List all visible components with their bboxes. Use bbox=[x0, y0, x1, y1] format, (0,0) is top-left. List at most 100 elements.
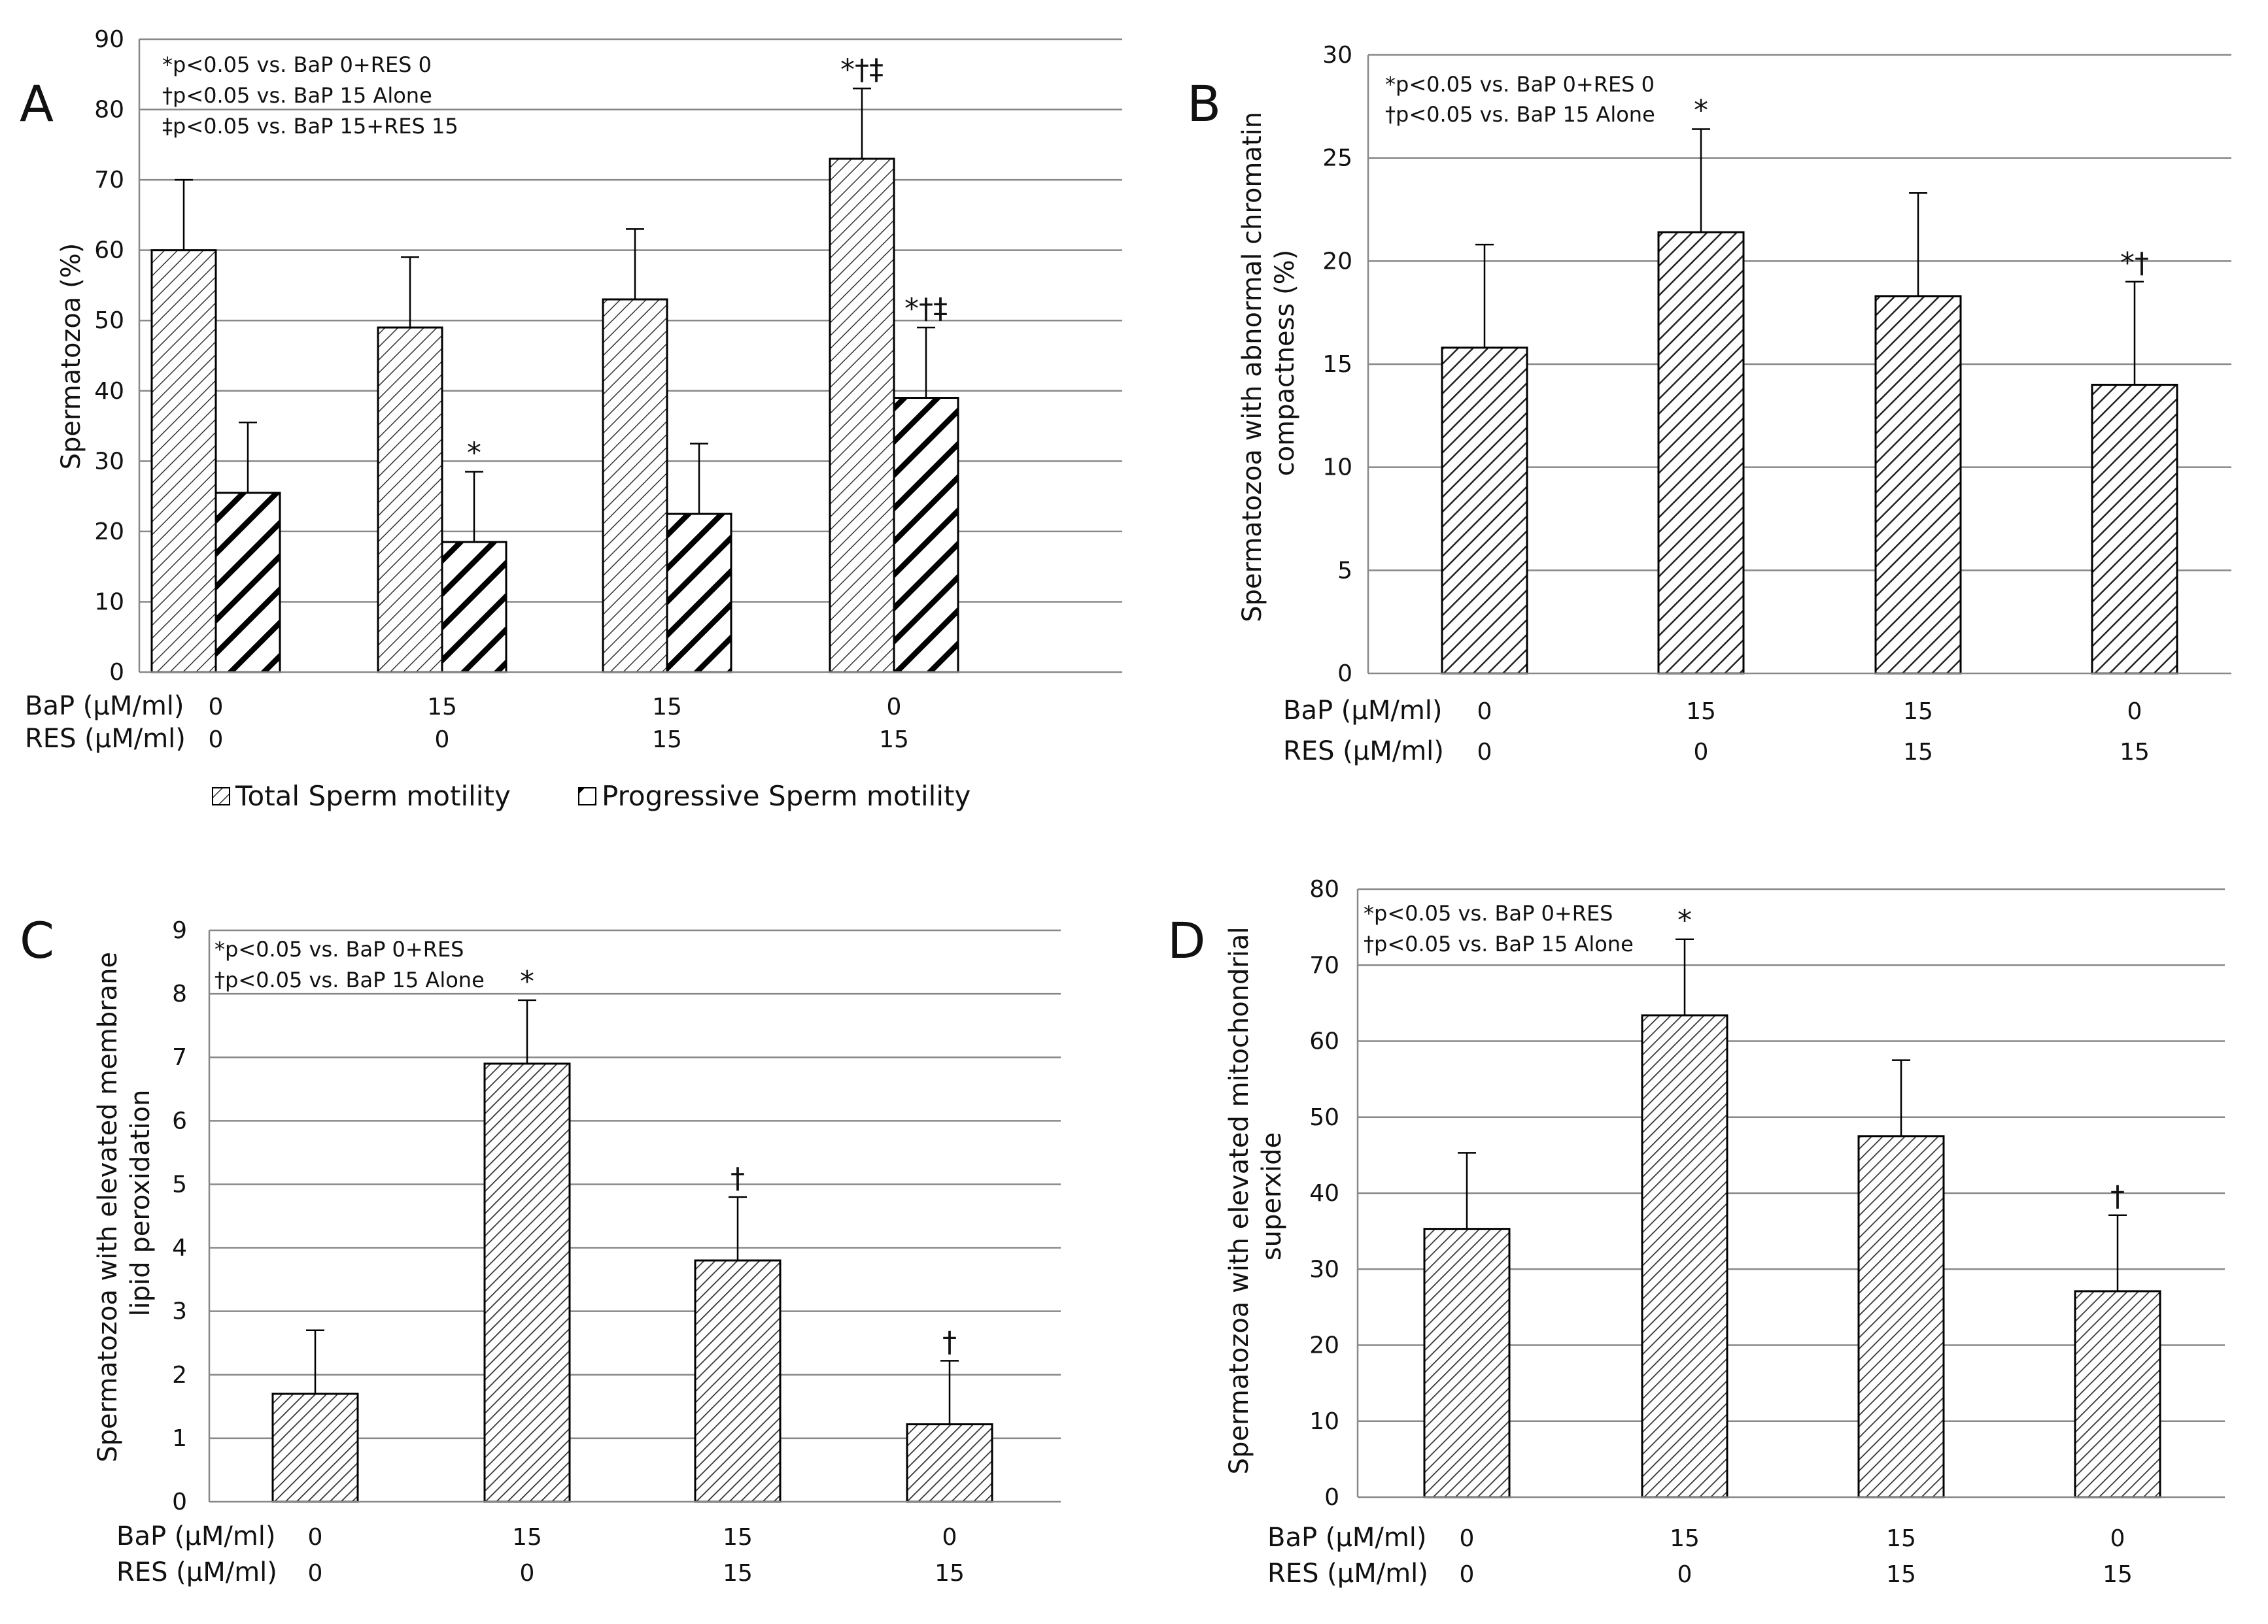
res-row-label: RES (μM/ml) bbox=[1283, 736, 1444, 766]
bap-value: 0 bbox=[2127, 698, 2142, 725]
res-value: 0 bbox=[435, 726, 450, 753]
annotation-line-2: †p<0.05 vs. BaP 15 Alone bbox=[162, 83, 432, 108]
error-bars bbox=[175, 88, 935, 543]
bap-value: 0 bbox=[308, 1524, 323, 1551]
legend-label-total: Total Sperm motility bbox=[235, 780, 511, 812]
legend: Total Sperm motility Progressive Sperm m… bbox=[212, 780, 971, 812]
y-axis-label-line-1: Spermatozoa with elevated membrane bbox=[93, 952, 123, 1463]
bap-value: 15 bbox=[1903, 698, 1933, 725]
bap-row-label: BaP (μM/ml) bbox=[1283, 696, 1443, 726]
y-tick-label: 2 bbox=[172, 1362, 187, 1389]
significance-mark: * bbox=[1694, 94, 1708, 127]
y-tick-labels: 0 10 20 30 40 50 60 70 80 bbox=[1309, 876, 1339, 1511]
y-tick-label: 20 bbox=[1309, 1332, 1339, 1359]
y-tick-label: 50 bbox=[94, 307, 124, 334]
y-tick-label: 25 bbox=[1322, 145, 1352, 172]
significance-mark: † bbox=[730, 1162, 745, 1195]
y-tick-label: 90 bbox=[94, 26, 124, 53]
significance-mark: * bbox=[520, 965, 534, 998]
error-bars bbox=[1458, 938, 2127, 1291]
bap-value: 15 bbox=[427, 694, 457, 720]
bap-value: 0 bbox=[209, 694, 224, 720]
y-tick-labels: 0 5 10 15 20 25 30 bbox=[1322, 42, 1352, 687]
y-tick-label: 80 bbox=[1309, 876, 1339, 903]
significance-mark: * bbox=[467, 436, 481, 469]
significance-marks: * † † bbox=[520, 965, 957, 1359]
bar bbox=[906, 1423, 993, 1503]
bap-row-label: BaP (μM/ml) bbox=[1267, 1523, 1427, 1553]
y-tick-label: 20 bbox=[1322, 248, 1352, 275]
panel-letter-c: C bbox=[20, 911, 54, 970]
annotation-box: *p<0.05 vs. BaP 0+RES 0 †p<0.05 vs. BaP … bbox=[1385, 72, 1655, 127]
res-value: 0 bbox=[1694, 739, 1709, 766]
panel-b: B * *† 0 5 10 15 20 25 30 BaP (μM/ml) RES (μM/m… bbox=[1187, 42, 2231, 766]
y-tick-label: 10 bbox=[94, 588, 124, 615]
annotation-line-1: *p<0.05 vs. BaP 0+RES bbox=[1364, 901, 1613, 926]
bars bbox=[1423, 1014, 2161, 1498]
bar bbox=[829, 158, 895, 673]
y-axis-label-line-2: superxide bbox=[1257, 1132, 1287, 1260]
y-tick-label: 20 bbox=[94, 518, 124, 545]
res-value: 0 bbox=[1460, 1561, 1475, 1588]
x-category-labels: BaP (μM/ml) RES (μM/ml) 0 0 15 0 15 15 0 15 bbox=[1267, 1523, 2133, 1589]
bar bbox=[2091, 384, 2178, 675]
annotation-line-1: *p<0.05 vs. BaP 0+RES 0 bbox=[1385, 72, 1655, 97]
annotation-box: *p<0.05 vs. BaP 0+RES †p<0.05 vs. BaP 15… bbox=[215, 937, 485, 992]
annotation-box: *p<0.05 vs. BaP 0+RES †p<0.05 vs. BaP 15… bbox=[1364, 901, 1634, 956]
panel-c: C * † † 0 1 2 3 4 5 6 7 8 9 BaP (μM/ml) RES (μM/ml)… bbox=[20, 911, 1061, 1587]
y-tick-label: 30 bbox=[1309, 1256, 1339, 1283]
res-value: 15 bbox=[2120, 739, 2150, 766]
bar bbox=[271, 1393, 359, 1503]
res-row-label: RES (μM/ml) bbox=[116, 1557, 277, 1587]
bap-value: 0 bbox=[942, 1524, 957, 1551]
y-axis-label: Spermatozoa with elevated mitochondrial … bbox=[1224, 919, 1287, 1475]
bar bbox=[215, 492, 281, 673]
panel-letter-a: A bbox=[20, 75, 54, 133]
annotation-line-3: ‡p<0.05 vs. BaP 15+RES 15 bbox=[162, 114, 458, 139]
bar bbox=[1874, 295, 1962, 675]
error-bars bbox=[306, 999, 959, 1425]
error-bars bbox=[1475, 128, 2144, 385]
y-tick-label: 5 bbox=[1337, 557, 1352, 584]
bar bbox=[694, 1259, 782, 1503]
significance-mark: † bbox=[2110, 1180, 2125, 1213]
y-axis-label-line-1: Spermatozoa with abnormal chromatin bbox=[1237, 112, 1267, 622]
bar bbox=[602, 298, 668, 673]
significance-mark: *† bbox=[2120, 246, 2149, 280]
bar bbox=[377, 326, 443, 673]
y-tick-label: 80 bbox=[94, 97, 124, 124]
res-value: 0 bbox=[520, 1560, 535, 1587]
res-value: 15 bbox=[2103, 1561, 2133, 1588]
significance-mark: *†‡ bbox=[840, 53, 884, 86]
bars bbox=[150, 158, 959, 673]
y-tick-label: 8 bbox=[172, 981, 187, 1007]
bar bbox=[441, 541, 507, 673]
y-tick-labels: 0 1 2 3 4 5 6 7 8 9 bbox=[172, 917, 187, 1515]
panel-letter-b: B bbox=[1187, 75, 1221, 133]
y-tick-label: 4 bbox=[172, 1235, 187, 1262]
bar bbox=[893, 397, 959, 673]
x-category-labels: BaP (μM/ml) RES (μM/ml) 0 0 15 0 15 15 0 15 bbox=[25, 691, 909, 754]
y-tick-label: 5 bbox=[172, 1171, 187, 1198]
bar bbox=[1641, 1014, 1728, 1498]
res-value: 0 bbox=[209, 726, 224, 753]
bar bbox=[1857, 1135, 1945, 1498]
bar bbox=[1423, 1228, 1511, 1498]
res-value: 15 bbox=[1886, 1561, 1916, 1588]
y-tick-label: 50 bbox=[1309, 1104, 1339, 1131]
panel-letter-d: D bbox=[1167, 911, 1206, 970]
y-tick-label: 40 bbox=[94, 378, 124, 405]
panel-a: A * *†‡ *†‡ 0 10 20 30 40 50 60 70 80 90 BaP (μM/ml… bbox=[20, 26, 1122, 812]
bap-value: 15 bbox=[512, 1524, 542, 1551]
y-tick-label: 60 bbox=[1309, 1028, 1339, 1055]
y-tick-label: 0 bbox=[1337, 660, 1352, 687]
y-tick-label: 40 bbox=[1309, 1180, 1339, 1207]
legend-swatch-progressive bbox=[578, 787, 596, 805]
gridlines bbox=[209, 929, 1061, 1440]
bars bbox=[271, 1062, 993, 1503]
bap-value: 15 bbox=[723, 1524, 753, 1551]
y-tick-label: 6 bbox=[172, 1108, 187, 1134]
res-value: 0 bbox=[1677, 1561, 1692, 1588]
